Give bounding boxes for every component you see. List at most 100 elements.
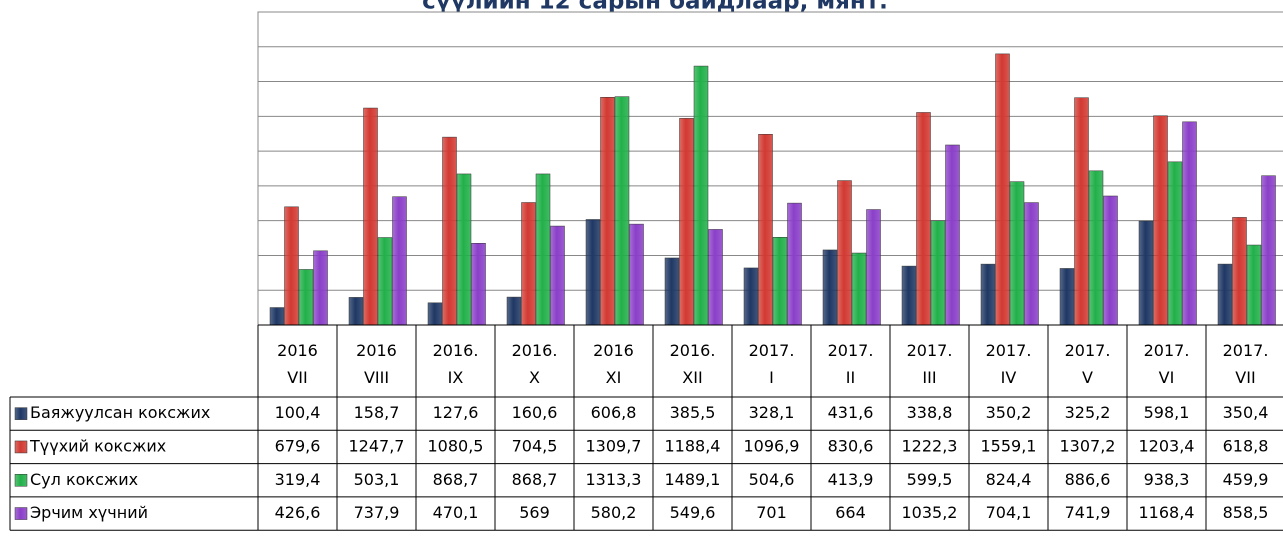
- bar: [708, 229, 723, 326]
- bar: [348, 297, 364, 326]
- bar: [995, 53, 1010, 326]
- table-value: 701: [756, 503, 787, 522]
- table-value: 1222,3: [902, 436, 958, 455]
- table-value: 1203,4: [1139, 436, 1195, 455]
- legend-swatch: [14, 407, 28, 420]
- bar: [930, 220, 946, 326]
- bar: [772, 237, 788, 326]
- chart-title: сүүлийн 12 сарын байдлаар, мянт.: [422, 0, 888, 15]
- bar: [1074, 97, 1089, 326]
- table-value: 127,6: [433, 403, 479, 422]
- table-value: 580,2: [591, 503, 637, 522]
- legend-label: Түүхий коксжих: [29, 436, 166, 455]
- table-value: 160,6: [512, 403, 558, 422]
- table-value: 325,2: [1065, 403, 1111, 422]
- table-value: 1559,1: [981, 436, 1037, 455]
- table-value: 1188,4: [665, 436, 721, 455]
- table-value: 569: [519, 503, 550, 522]
- table-value: 704,1: [986, 503, 1032, 522]
- table-value: 664: [835, 503, 866, 522]
- bar: [377, 237, 393, 326]
- table-value: 1035,2: [902, 503, 958, 522]
- table-value: 319,4: [275, 470, 321, 489]
- bar: [392, 196, 407, 326]
- x-tick-label-line: II: [846, 368, 855, 387]
- x-tick-label: 2016 VII: [277, 341, 318, 387]
- table-value: 158,7: [354, 403, 400, 422]
- bar: [1261, 175, 1276, 326]
- x-tick-label: 2017. III: [907, 341, 953, 387]
- bar: [585, 219, 601, 326]
- x-tick-label: 2016 XI: [593, 341, 634, 387]
- x-tick-label: 2017. IV: [986, 341, 1032, 387]
- bar: [1088, 170, 1104, 326]
- bar: [822, 249, 838, 326]
- table-value: 824,4: [986, 470, 1032, 489]
- table-value: 426,6: [275, 503, 321, 522]
- bar: [471, 243, 486, 326]
- bar: [1217, 263, 1233, 326]
- legend-label: Эрчим хүчний: [30, 503, 148, 522]
- table-value: 1307,2: [1060, 436, 1116, 455]
- bar: [866, 209, 881, 326]
- x-tick-label-line: 2017.: [1144, 341, 1190, 360]
- bar: [521, 202, 536, 326]
- x-tick-label-line: 2017.: [828, 341, 874, 360]
- x-tick-label-line: 2017.: [986, 341, 1032, 360]
- bar: [442, 136, 457, 326]
- table-value: 385,5: [670, 403, 716, 422]
- table-value: 1096,9: [744, 436, 800, 455]
- x-tick-label: 2017. VII: [1223, 341, 1269, 387]
- bar: [1138, 220, 1154, 326]
- bar: [1103, 195, 1118, 326]
- table-value: 413,9: [828, 470, 874, 489]
- bar: [787, 202, 802, 326]
- x-tick-label: 2016. X: [512, 341, 558, 387]
- bar: [284, 206, 299, 326]
- bar: [629, 223, 644, 326]
- bar: [1246, 244, 1262, 326]
- x-tick-label-line: 2017.: [749, 341, 795, 360]
- bar: [1024, 202, 1039, 326]
- table-value: 459,9: [1223, 470, 1269, 489]
- bar: [535, 173, 551, 326]
- table-value: 350,4: [1223, 403, 1269, 422]
- table-value: 504,6: [749, 470, 795, 489]
- bar: [298, 269, 314, 326]
- bar: [1153, 115, 1168, 326]
- table-value: 886,6: [1065, 470, 1111, 489]
- bar: [980, 263, 996, 326]
- table-value: 598,1: [1144, 403, 1190, 422]
- legend-label: Сул коксжих: [30, 470, 138, 489]
- x-tick-label: 2016. XII: [670, 341, 716, 387]
- table-value: 350,2: [986, 403, 1032, 422]
- legend-swatch: [14, 507, 28, 520]
- x-tick-label-line: 2016.: [512, 341, 558, 360]
- bar: [1059, 268, 1075, 326]
- table-value: 858,5: [1223, 503, 1269, 522]
- bar: [679, 118, 694, 326]
- x-tick-label-line: III: [922, 368, 936, 387]
- bar: [456, 173, 472, 326]
- x-tick-label: 2017. V: [1065, 341, 1111, 387]
- bar: [1182, 121, 1197, 326]
- x-tick-label-line: 2016: [593, 341, 634, 360]
- table-value: 868,7: [512, 470, 558, 489]
- table-value: 741,9: [1065, 503, 1111, 522]
- bar: [550, 225, 565, 326]
- table-value: 938,3: [1144, 470, 1190, 489]
- x-tick-label: 2017. VI: [1144, 341, 1190, 387]
- bar: [743, 267, 759, 326]
- bar: [901, 265, 917, 326]
- bar: [945, 144, 960, 326]
- table-value: 100,4: [275, 403, 321, 422]
- table-value: 1489,1: [665, 470, 721, 489]
- x-tick-label-line: VII: [287, 368, 307, 387]
- table-value: 503,1: [354, 470, 400, 489]
- x-tick-label-line: VI: [1159, 368, 1175, 387]
- bar: [758, 134, 773, 326]
- table-value: 1080,5: [428, 436, 484, 455]
- table-value: 599,5: [907, 470, 953, 489]
- table-value: 606,8: [591, 403, 637, 422]
